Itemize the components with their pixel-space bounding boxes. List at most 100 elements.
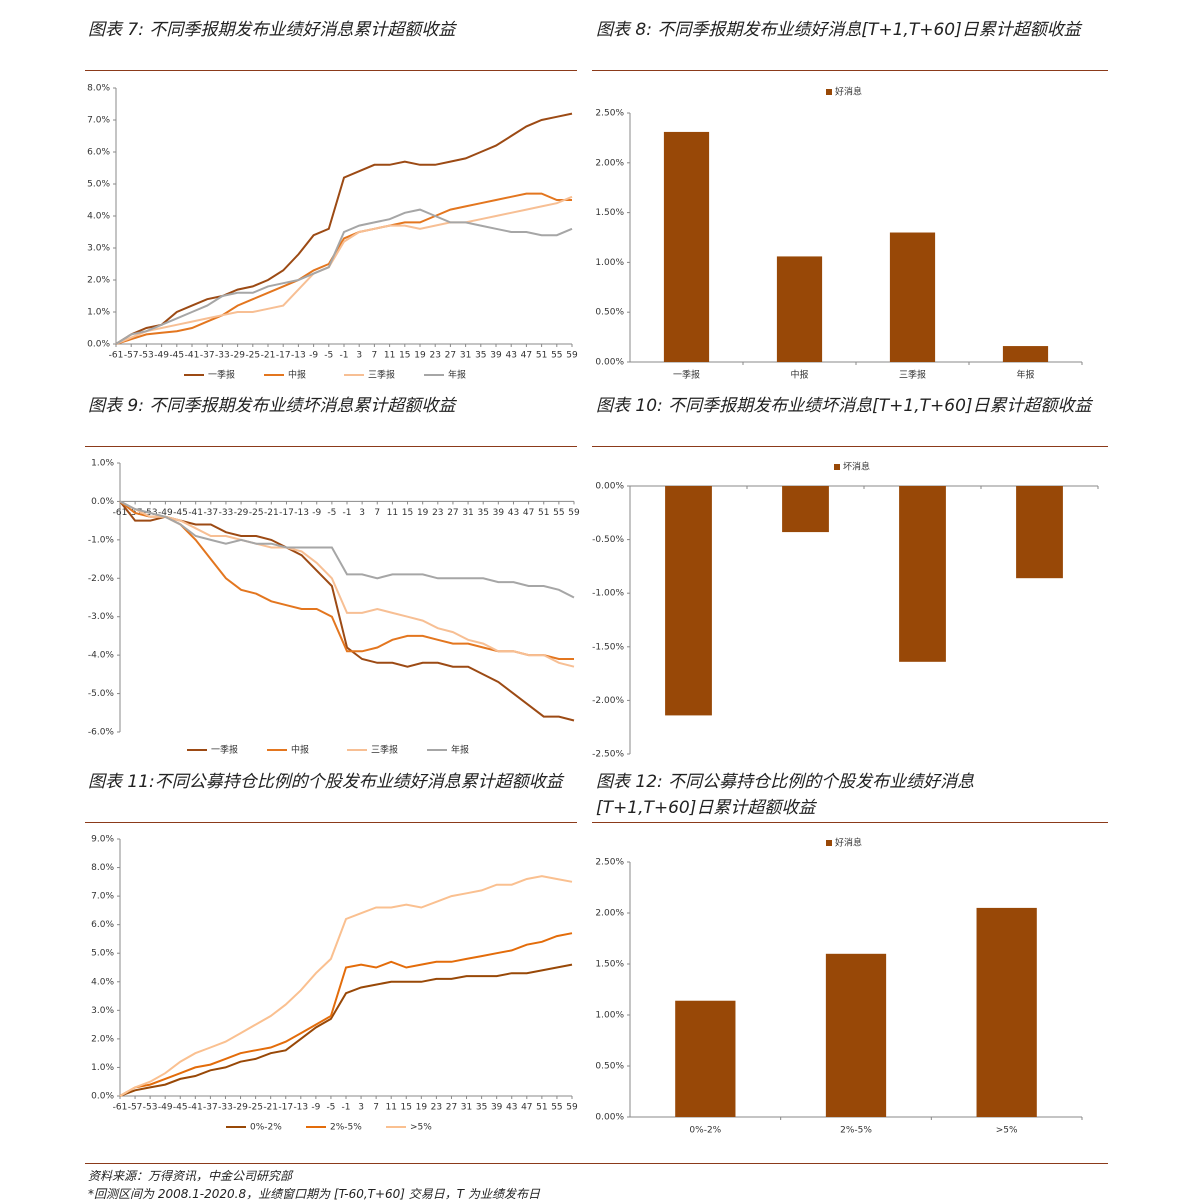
bar xyxy=(663,131,710,362)
x-tick-label: 7 xyxy=(373,1103,379,1113)
chart-title: 图表 12: 不同公募持仓比例的个股发布业绩好消息[T+1,T+60]日累计超额… xyxy=(596,772,975,818)
y-tick-label: 3.0% xyxy=(87,244,110,254)
line-series xyxy=(119,932,573,1097)
x-tick-label: 19 xyxy=(417,508,429,518)
x-tick-label: -5 xyxy=(326,1103,335,1113)
chart-title: 图表 8: 不同季报期发布业绩好消息[T+1,T+60]日累计超额收益 xyxy=(596,20,1081,40)
x-tick-label: 11 xyxy=(385,1103,396,1113)
x-tick-label: 27 xyxy=(447,508,458,518)
bar xyxy=(825,953,887,1117)
x-tick-label: -29 xyxy=(233,1103,248,1113)
y-tick-label: 1.00% xyxy=(595,1011,624,1021)
x-tick-label: 31 xyxy=(460,351,471,361)
y-tick-label: 2.50% xyxy=(595,109,624,119)
y-tick-label: 8.0% xyxy=(91,863,114,873)
y-tick-label: 1.00% xyxy=(595,258,624,268)
x-tick-label: -37 xyxy=(203,508,218,518)
x-tick-label: -9 xyxy=(311,1103,320,1113)
x-tick-label: 11 xyxy=(384,351,395,361)
x-tick-label: 59 xyxy=(568,508,580,518)
x-tick-label: -29 xyxy=(230,351,245,361)
line-series xyxy=(115,195,573,345)
x-tick-label: 39 xyxy=(491,1103,503,1113)
legend-label: 年报 xyxy=(451,744,469,756)
bar xyxy=(1002,346,1049,362)
y-tick-label: 0.0% xyxy=(91,1092,114,1102)
line-series xyxy=(119,500,575,599)
x-tick-label: -25 xyxy=(248,1103,263,1113)
bar xyxy=(665,486,712,716)
x-tick-label: 0%-2% xyxy=(689,1126,721,1136)
x-tick-label: 51 xyxy=(536,1103,547,1113)
x-tick-label: 23 xyxy=(431,1103,442,1113)
x-tick-label: -41 xyxy=(185,351,200,361)
x-tick-label: 2%-5% xyxy=(840,1126,872,1136)
x-tick-label: -1 xyxy=(340,351,349,361)
y-tick-label: -1.00% xyxy=(592,589,624,599)
line-series xyxy=(119,500,575,668)
x-tick-label: -61 xyxy=(113,1103,128,1113)
y-tick-label: 7.0% xyxy=(91,892,114,902)
legend-label: 一季报 xyxy=(208,369,235,381)
x-tick-label: 7 xyxy=(372,351,378,361)
x-tick-label: -13 xyxy=(294,508,309,518)
y-tick-label: 6.0% xyxy=(91,920,114,930)
x-tick-label: 15 xyxy=(401,1103,412,1113)
x-tick-label: -25 xyxy=(245,351,260,361)
x-tick-label: 19 xyxy=(414,351,426,361)
x-tick-label: 19 xyxy=(416,1103,428,1113)
x-tick-label: 11 xyxy=(387,508,398,518)
x-tick-label: -45 xyxy=(169,351,184,361)
y-tick-label: 2.0% xyxy=(91,1034,114,1044)
y-tick-label: 2.00% xyxy=(595,158,624,168)
line-series xyxy=(115,208,573,345)
x-tick-label: -49 xyxy=(158,1103,173,1113)
line-series xyxy=(115,192,572,345)
y-tick-label: 2.50% xyxy=(595,858,624,868)
y-tick-label: 4.0% xyxy=(87,212,110,222)
x-tick-label: -21 xyxy=(264,508,279,518)
y-tick-label: 2.00% xyxy=(595,909,624,919)
x-tick-label: -5 xyxy=(327,508,336,518)
bar xyxy=(889,232,936,362)
y-tick-label: 0.00% xyxy=(595,482,624,492)
x-tick-label: -21 xyxy=(261,351,276,361)
x-tick-label: 47 xyxy=(521,351,532,361)
bar xyxy=(899,486,946,662)
x-tick-label: 47 xyxy=(521,1103,532,1113)
legend-label: 三季报 xyxy=(368,369,395,381)
legend-label: 一季报 xyxy=(211,744,238,756)
line-series xyxy=(119,500,575,722)
legend-label: 2%-5% xyxy=(330,1123,362,1133)
y-tick-label: 5.0% xyxy=(87,180,110,190)
y-tick-label: -2.0% xyxy=(88,574,115,584)
line-series xyxy=(115,112,573,345)
line-series xyxy=(119,963,573,1097)
legend-swatch xyxy=(834,464,840,470)
chart-title: 图表 7: 不同季报期发布业绩好消息累计超额收益 xyxy=(88,20,456,40)
y-tick-label: -5.0% xyxy=(88,689,115,699)
y-tick-label: 0.0% xyxy=(87,340,110,350)
legend-swatch xyxy=(826,840,832,846)
y-tick-label: -1.0% xyxy=(88,535,115,545)
x-tick-label: -57 xyxy=(124,351,139,361)
x-tick-label: 55 xyxy=(551,1103,562,1113)
chart-title: 图表 11:不同公募持仓比例的个股发布业绩好消息累计超额收益 xyxy=(88,772,563,792)
y-tick-label: -2.00% xyxy=(592,696,624,706)
x-tick-label: 15 xyxy=(402,508,413,518)
x-tick-label: 39 xyxy=(490,351,502,361)
x-tick-label: -9 xyxy=(309,351,318,361)
x-tick-label: -61 xyxy=(113,508,128,518)
x-tick-label: 31 xyxy=(462,508,473,518)
source-note: 资料来源：万得资讯，中金公司研究部 xyxy=(88,1169,293,1183)
x-tick-label: -9 xyxy=(312,508,321,518)
x-tick-label: -45 xyxy=(173,508,188,518)
x-tick-label: 23 xyxy=(429,351,440,361)
x-tick-label: -25 xyxy=(249,508,264,518)
legend-swatch xyxy=(826,89,832,95)
x-tick-label: >5% xyxy=(996,1126,1018,1136)
y-tick-label: 0.50% xyxy=(595,308,624,318)
x-tick-label: -37 xyxy=(203,1103,218,1113)
y-tick-label: 0.00% xyxy=(595,1113,624,1123)
